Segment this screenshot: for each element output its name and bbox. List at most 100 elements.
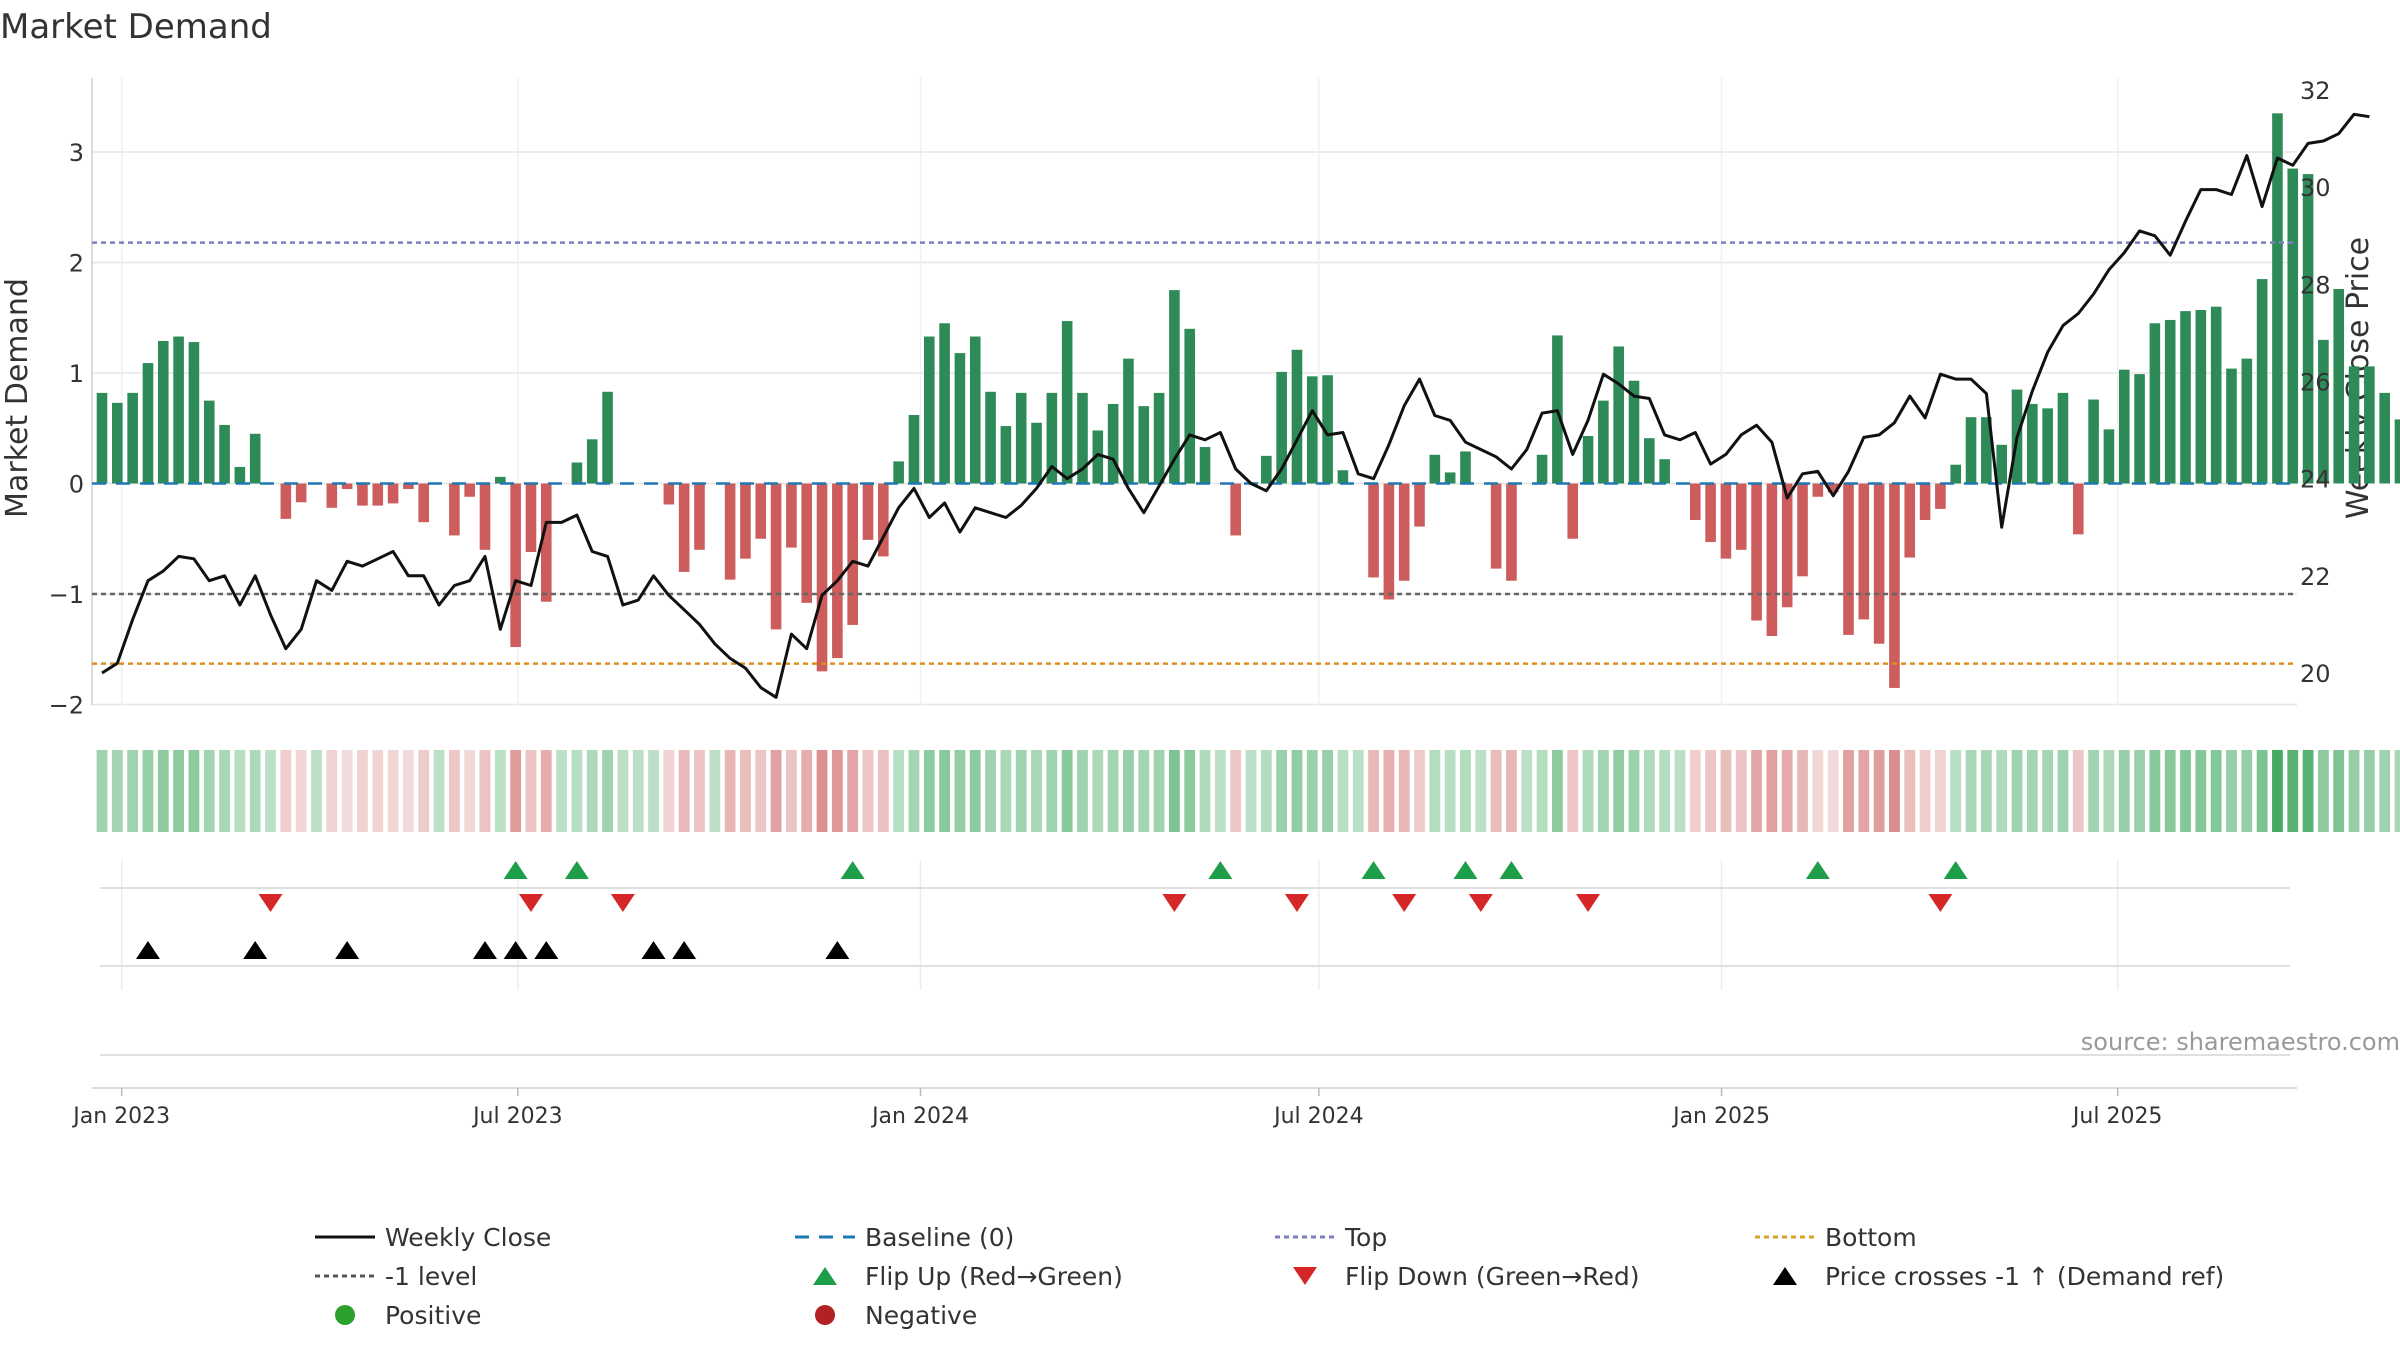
heat-cell xyxy=(1123,750,1134,832)
heat-cell xyxy=(923,750,935,832)
demand-bar xyxy=(1015,392,1027,484)
y-tick-label: 2 xyxy=(69,250,84,278)
demand-bar xyxy=(1306,376,1318,484)
heat-cell xyxy=(188,750,200,832)
heat-cell xyxy=(433,750,445,832)
demand-bar xyxy=(1046,392,1058,484)
demand-bar xyxy=(1337,470,1349,484)
y2-tick-label: 24 xyxy=(2300,466,2331,494)
heat-cell xyxy=(157,750,169,832)
price-cross-marker xyxy=(534,941,559,959)
heat-cell xyxy=(1337,750,1349,832)
flip-down-marker xyxy=(1468,894,1493,912)
demand-bar xyxy=(1950,464,1962,484)
heat-cell xyxy=(1414,750,1425,832)
heat-cell xyxy=(1184,750,1196,832)
heat-cell xyxy=(2149,750,2161,832)
heat-cell xyxy=(510,750,522,832)
x-tick-label: Jan 2023 xyxy=(71,1104,170,1129)
demand-bar xyxy=(525,483,537,553)
heat-cell xyxy=(2011,750,2023,832)
price-cross-marker xyxy=(825,941,850,959)
demand-bar xyxy=(2333,289,2345,484)
heat-cell xyxy=(1000,750,1012,832)
flip-down-marker xyxy=(258,894,283,912)
heat-cell xyxy=(540,750,552,832)
demand-bar xyxy=(1184,328,1196,484)
demand-bar xyxy=(832,483,843,659)
demand-bar xyxy=(1858,483,1870,620)
heat-cell xyxy=(479,750,491,832)
demand-bar xyxy=(1429,454,1441,484)
demand-bar xyxy=(755,483,767,539)
demand-bar xyxy=(1230,483,1241,536)
gridlines xyxy=(91,78,2297,990)
demand-bar xyxy=(418,483,430,523)
heat-cell xyxy=(740,750,751,832)
legend-label: Negative xyxy=(865,1301,977,1330)
demand-bar xyxy=(1322,375,1333,484)
source-credit: source: sharemaestro.com xyxy=(2081,1028,2400,1056)
demand-bar xyxy=(495,476,506,484)
heat-cell xyxy=(2103,750,2115,832)
legend-swatch-circle xyxy=(335,1305,355,1325)
y-axis-ticks: 3 2 1 0 −1 −2 xyxy=(49,139,84,720)
heat-cell xyxy=(2272,750,2283,832)
flip-up-marker xyxy=(564,861,589,879)
x-tick-label: Jul 2024 xyxy=(1272,1104,1364,1129)
demand-bar xyxy=(1567,483,1579,539)
heat-cell xyxy=(448,750,460,832)
demand-bar xyxy=(1582,435,1594,484)
heat-cell xyxy=(1659,750,1671,832)
heat-cell xyxy=(387,750,399,832)
heat-cell xyxy=(1506,750,1517,832)
legend-label: Positive xyxy=(385,1301,481,1330)
demand-bar xyxy=(602,391,613,484)
demand-bar xyxy=(1444,472,1456,484)
heat-cell xyxy=(1444,750,1456,832)
demand-bar xyxy=(1414,483,1425,527)
heat-cell xyxy=(1368,750,1379,832)
demand-bar xyxy=(893,461,904,484)
price-cross-marker xyxy=(672,941,697,959)
heat-cell xyxy=(648,750,659,832)
demand-bar xyxy=(127,392,138,484)
demand-bar xyxy=(341,483,353,490)
demand-bar xyxy=(1751,483,1762,621)
flip-down-marker xyxy=(518,894,543,912)
demand-bar xyxy=(2272,113,2283,484)
demand-bar xyxy=(1843,483,1854,635)
demand-bar xyxy=(985,391,996,484)
demand-bar xyxy=(878,483,889,557)
demand-bar xyxy=(2394,419,2400,484)
heat-cell xyxy=(173,750,184,832)
demand-bar xyxy=(1398,483,1410,581)
y2-tick-label: 26 xyxy=(2300,369,2331,397)
demand-bar xyxy=(2379,392,2390,484)
demand-bar xyxy=(801,483,813,603)
reference-levels xyxy=(92,241,2297,665)
heat-cell xyxy=(877,750,889,832)
heat-cell xyxy=(1276,750,1288,832)
heat-cell xyxy=(1460,750,1471,832)
heat-cell xyxy=(219,750,230,832)
heat-cell xyxy=(1797,750,1808,832)
heat-cell xyxy=(1536,750,1548,832)
demand-bar xyxy=(157,340,169,484)
flip-up-marker xyxy=(840,861,865,879)
heat-cell xyxy=(1720,750,1732,832)
demand-bar xyxy=(571,462,583,484)
weekly-close-line xyxy=(101,112,2370,699)
x-tick-label: Jul 2023 xyxy=(471,1104,563,1129)
heat-cell xyxy=(372,750,384,832)
demand-bar xyxy=(1000,426,1012,484)
legend-label: Baseline (0) xyxy=(865,1223,1014,1252)
demand-bar xyxy=(1153,392,1165,484)
demand-bar xyxy=(1490,483,1502,569)
heat-cell xyxy=(1138,750,1150,832)
heat-cell xyxy=(939,750,950,832)
demand-bar xyxy=(770,483,782,630)
heat-cell xyxy=(2210,750,2222,832)
demand-bar xyxy=(2103,429,2115,484)
